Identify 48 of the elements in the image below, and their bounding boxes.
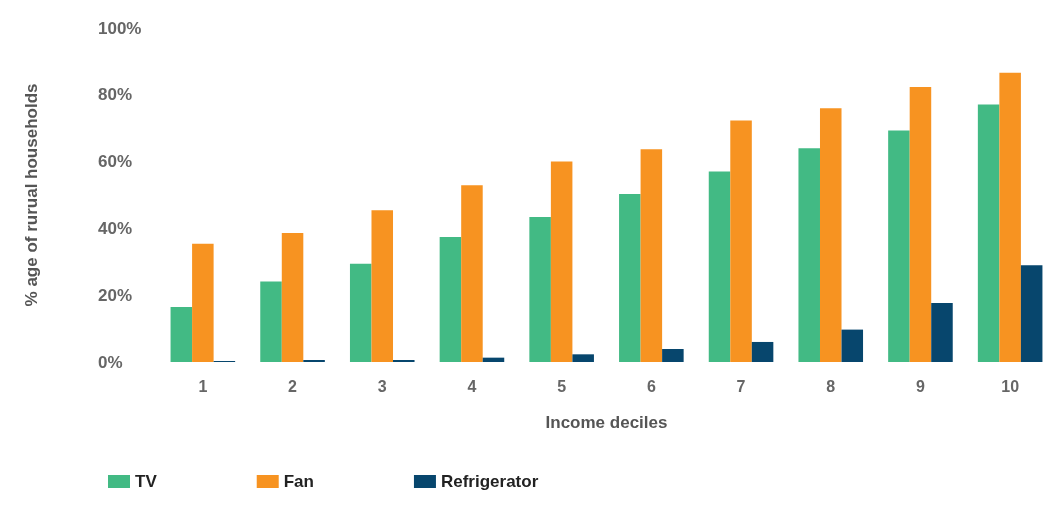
x-tick-label: 10	[1001, 377, 1020, 395]
legend-label: TV	[135, 472, 158, 491]
bar	[461, 185, 483, 362]
bar	[529, 217, 551, 362]
y-tick-label: 40%	[98, 218, 133, 238]
bar	[170, 306, 193, 362]
bar	[482, 357, 505, 362]
y-tick-label: 0%	[98, 352, 123, 372]
x-axis-title: Income deciles	[545, 413, 668, 432]
x-tick-label: 8	[826, 377, 836, 395]
bar	[550, 161, 573, 362]
bar	[819, 108, 842, 362]
x-tick-label: 5	[557, 377, 567, 395]
bar	[999, 72, 1021, 362]
x-tick-label: 7	[736, 377, 746, 395]
x-tick-label: 6	[646, 377, 656, 395]
y-tick-label: 80%	[98, 85, 133, 105]
y-tick-label: 60%	[98, 152, 133, 172]
bar	[619, 194, 641, 362]
bar	[640, 149, 663, 362]
bar	[909, 87, 932, 362]
bar	[841, 329, 864, 362]
bar	[931, 302, 953, 362]
x-tick-label: 9	[916, 377, 925, 395]
x-tick-label: 4	[467, 377, 477, 395]
bar	[798, 148, 820, 362]
bar	[888, 130, 910, 362]
bar	[572, 354, 594, 362]
bar	[260, 281, 282, 362]
bar	[751, 341, 774, 362]
x-tick-label: 2	[288, 377, 298, 395]
y-tick-label: 20%	[98, 285, 133, 305]
bar	[371, 210, 394, 362]
bar	[730, 120, 752, 362]
legend-label: Refrigerator	[440, 472, 539, 491]
x-tick-label: 1	[198, 377, 208, 395]
bar	[1020, 265, 1043, 362]
y-axis-title: % age of rurual households	[22, 83, 41, 307]
bar	[439, 237, 462, 362]
bar	[281, 233, 304, 362]
y-tick-label: 100%	[98, 18, 142, 38]
bar	[349, 263, 372, 362]
bar	[977, 104, 1000, 362]
legend-label: Fan	[283, 472, 314, 491]
x-tick-label: 3	[377, 377, 387, 395]
bar	[708, 171, 731, 362]
bar	[662, 348, 684, 362]
bar	[192, 243, 214, 362]
